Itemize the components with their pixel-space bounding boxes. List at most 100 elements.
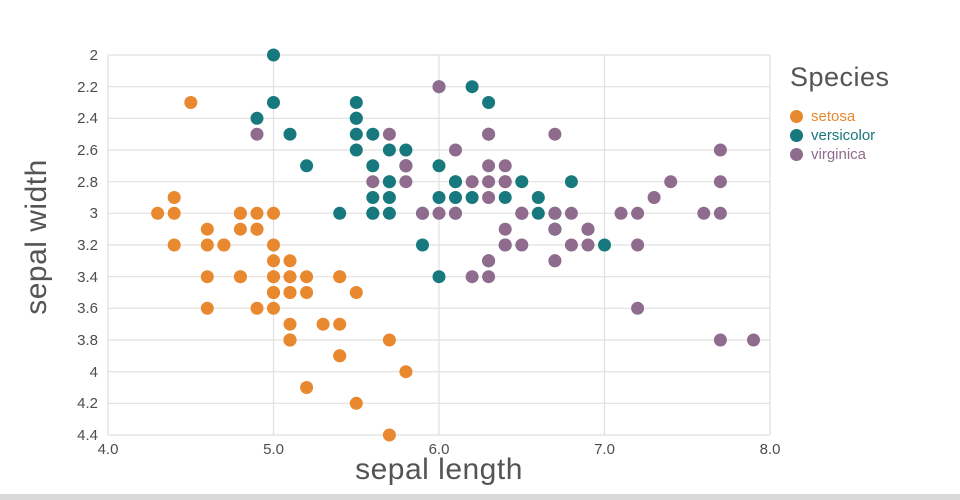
x-tick-label: 6.0 <box>428 441 450 458</box>
legend-label-virginica: virginica <box>811 146 867 163</box>
legend-item-virginica: virginica <box>790 145 950 164</box>
data-point-virginica <box>515 206 529 220</box>
data-point-virginica <box>250 127 264 141</box>
data-point-setosa <box>333 349 347 363</box>
data-point-virginica <box>449 143 462 157</box>
data-point-setosa <box>316 317 330 331</box>
data-point-setosa <box>267 286 280 299</box>
data-point-virginica <box>482 175 496 189</box>
y-tick-label: 4.4 <box>77 427 98 444</box>
data-point-setosa <box>283 333 297 347</box>
data-point-virginica <box>416 206 429 220</box>
data-point-setosa <box>267 301 280 315</box>
data-point-setosa <box>283 286 297 299</box>
window-edge <box>0 494 960 500</box>
data-point-versicolor <box>598 238 611 252</box>
data-point-setosa <box>382 333 396 347</box>
data-point-versicolor <box>267 96 280 109</box>
y-tick-label: 2.6 <box>77 142 98 159</box>
data-point-virginica <box>647 191 661 204</box>
data-point-virginica <box>548 222 562 236</box>
data-point-setosa <box>200 270 214 284</box>
data-point-versicolor <box>349 111 363 125</box>
data-point-versicolor <box>366 191 380 204</box>
data-point-virginica <box>482 191 496 204</box>
data-point-versicolor <box>515 175 529 189</box>
data-point-setosa <box>167 238 181 252</box>
data-point-setosa <box>167 191 181 204</box>
data-point-setosa <box>250 206 264 220</box>
data-point-versicolor <box>416 238 429 252</box>
data-point-versicolor <box>432 159 446 173</box>
data-point-versicolor <box>349 143 363 157</box>
data-point-virginica <box>482 254 496 268</box>
data-point-versicolor <box>498 191 512 204</box>
data-point-virginica <box>465 270 479 284</box>
data-point-setosa <box>333 317 347 331</box>
data-point-setosa <box>267 238 280 252</box>
data-point-setosa <box>349 396 363 410</box>
data-point-setosa <box>217 238 231 252</box>
data-point-setosa <box>200 301 214 315</box>
data-point-setosa <box>184 96 198 109</box>
data-point-setosa <box>233 222 247 236</box>
data-point-virginica <box>548 206 562 220</box>
data-point-virginica <box>432 206 446 220</box>
y-tick-label: 3.4 <box>77 268 98 286</box>
data-point-versicolor <box>382 191 396 204</box>
y-tick-label: 4 <box>89 363 98 381</box>
data-point-setosa <box>167 206 181 220</box>
data-point-virginica <box>564 206 578 220</box>
data-point-versicolor <box>531 206 545 220</box>
data-point-versicolor <box>300 159 314 173</box>
data-point-setosa <box>300 381 314 394</box>
data-point-setosa <box>382 428 396 442</box>
data-point-virginica <box>482 270 496 284</box>
data-point-virginica <box>581 238 595 252</box>
data-point-virginica <box>747 333 760 347</box>
data-point-versicolor <box>366 206 380 220</box>
data-point-versicolor <box>333 206 347 220</box>
data-point-virginica <box>498 159 512 173</box>
x-tick-label: 8.0 <box>759 441 781 458</box>
data-point-virginica <box>631 238 645 252</box>
data-point-setosa <box>151 206 165 220</box>
data-point-versicolor <box>465 80 479 94</box>
data-point-versicolor <box>366 127 380 141</box>
data-point-setosa <box>200 222 214 236</box>
y-tick-label: 2.4 <box>77 110 98 128</box>
y-tick-label: 2.8 <box>77 173 98 191</box>
data-point-setosa <box>250 301 264 315</box>
data-point-virginica <box>614 206 628 220</box>
data-point-setosa <box>233 206 247 220</box>
data-point-virginica <box>631 301 645 315</box>
data-point-setosa <box>283 254 297 268</box>
data-point-virginica <box>465 175 479 189</box>
data-point-versicolor <box>349 96 363 109</box>
legend-swatch-setosa-icon <box>790 110 803 123</box>
data-point-versicolor <box>432 270 446 284</box>
data-point-versicolor <box>349 127 363 141</box>
data-point-setosa <box>399 365 413 379</box>
y-tick-label: 3.6 <box>77 300 98 318</box>
data-point-versicolor <box>267 48 280 62</box>
data-point-setosa <box>200 238 214 252</box>
y-tick-label: 3 <box>89 205 98 223</box>
data-point-versicolor <box>465 191 479 204</box>
data-point-setosa <box>267 270 280 284</box>
data-point-setosa <box>233 270 247 284</box>
data-point-versicolor <box>449 191 462 204</box>
data-point-versicolor <box>482 96 496 109</box>
data-point-virginica <box>713 175 727 189</box>
data-point-virginica <box>548 127 562 141</box>
data-point-virginica <box>581 222 595 236</box>
y-tick-label: 2 <box>89 47 98 64</box>
data-point-setosa <box>300 270 314 284</box>
legend-label-versicolor: versicolor <box>811 127 876 144</box>
data-point-virginica <box>713 333 727 347</box>
data-point-virginica <box>366 175 380 189</box>
legend-label-setosa: setosa <box>811 108 856 125</box>
data-point-versicolor <box>250 111 264 125</box>
data-point-versicolor <box>382 143 396 157</box>
